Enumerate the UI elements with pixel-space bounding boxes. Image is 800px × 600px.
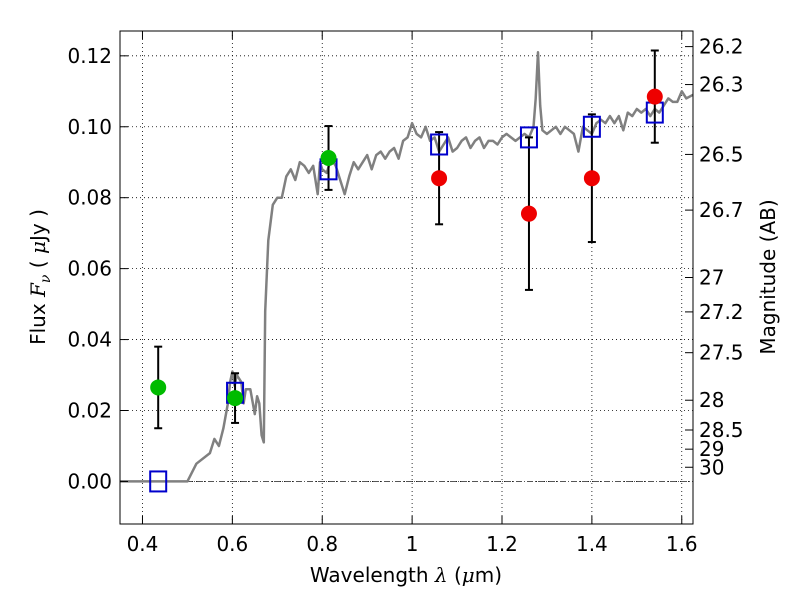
observed-point: [320, 149, 337, 166]
observed-point: [646, 88, 663, 105]
observed-point: [150, 379, 167, 396]
y-tick-label: 0.10: [67, 115, 112, 139]
right-tick-label: 26.5: [699, 142, 744, 166]
y-tick-label: 0.04: [67, 328, 112, 352]
x-tick-label: 0.8: [306, 532, 338, 556]
x-tick-label: 1: [406, 532, 419, 556]
y-tick-label: 0.02: [67, 399, 112, 423]
right-axis-label: Magnitude (AB): [756, 199, 780, 354]
x-tick-label: 0.4: [127, 532, 159, 556]
x-tick-label: 1.2: [486, 532, 518, 556]
right-tick-label: 27.2: [699, 300, 744, 324]
x-tick-label: 1.4: [576, 532, 608, 556]
observed-point: [520, 205, 537, 222]
x-tick-label: 0.6: [216, 532, 248, 556]
y-tick-label: 0.08: [67, 186, 112, 210]
right-tick-label: 28.5: [699, 418, 744, 442]
model-photometry-square: [519, 126, 538, 149]
observed-point: [583, 170, 600, 187]
right-tick-label: 30: [699, 455, 724, 479]
right-tick-label: 26.7: [699, 198, 744, 222]
plot-background: [120, 31, 693, 524]
model-photometry-square: [582, 115, 601, 138]
right-tick-label: 26.2: [699, 35, 744, 59]
y-axis-label: Flux Fν ( μJy ): [26, 209, 54, 345]
y-tick-label: 0.00: [67, 469, 112, 493]
observed-point: [431, 170, 448, 187]
y-tick-label: 0.06: [67, 257, 112, 281]
model-photometry-square: [430, 133, 449, 156]
right-tick-label: 27.5: [699, 341, 744, 365]
right-tick-label: 28: [699, 388, 724, 412]
model-photometry-square: [149, 470, 168, 493]
x-tick-label: 1.6: [666, 532, 698, 556]
x-axis-label: Wavelength λ (μm): [310, 563, 502, 587]
right-tick-label: 26.3: [699, 73, 744, 97]
right-tick-label: 29: [699, 437, 724, 461]
y-tick-label: 0.12: [67, 44, 112, 68]
right-tick-label: 27: [699, 266, 724, 290]
observed-point: [227, 390, 244, 407]
observed-points: [150, 88, 663, 407]
axis-ticks: 0.4 0.6 0.8 1 1.2 1.4 1.6 0.00 0.02 0.04 0.06 0.08 0…: [67, 31, 744, 556]
